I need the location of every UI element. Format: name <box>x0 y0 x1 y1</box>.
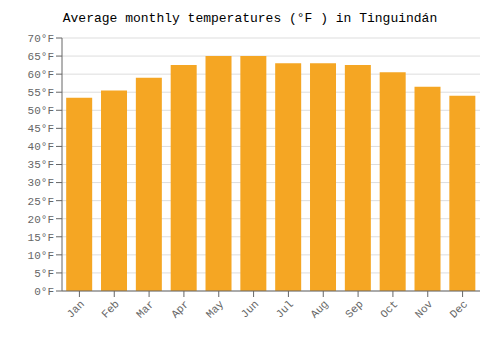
svg-text:Jul: Jul <box>274 298 296 320</box>
svg-text:10°F: 10°F <box>28 250 54 262</box>
svg-text:Jan: Jan <box>65 298 87 320</box>
svg-text:40°F: 40°F <box>28 141 54 153</box>
svg-text:0°F: 0°F <box>34 286 54 298</box>
svg-text:35°F: 35°F <box>28 159 54 171</box>
svg-text:15°F: 15°F <box>28 232 54 244</box>
svg-text:45°F: 45°F <box>28 123 54 135</box>
svg-text:Feb: Feb <box>99 298 121 320</box>
svg-text:May: May <box>204 298 227 321</box>
svg-text:Aug: Aug <box>308 298 330 320</box>
svg-text:20°F: 20°F <box>28 214 54 226</box>
svg-text:Sep: Sep <box>343 298 365 320</box>
svg-text:55°F: 55°F <box>28 87 54 99</box>
svg-text:5°F: 5°F <box>34 268 54 280</box>
svg-text:Oct: Oct <box>378 298 400 320</box>
html-text:Average monthly temperatures (: Average monthly temperatures (°F ) in Ti… <box>62 11 438 26</box>
svg-text:Jun: Jun <box>239 298 261 320</box>
svg-text:Nov: Nov <box>413 298 436 321</box>
svg-text:70°F: 70°F <box>28 33 54 45</box>
svg-text:Mar: Mar <box>134 298 156 320</box>
svg-text:30°F: 30°F <box>28 177 54 189</box>
svg-text:50°F: 50°F <box>28 105 54 117</box>
svg-text:60°F: 60°F <box>28 69 54 81</box>
svg-text:Dec: Dec <box>448 298 470 320</box>
svg-text:Apr: Apr <box>169 298 191 320</box>
svg-text:65°F: 65°F <box>28 51 54 63</box>
svg-text:25°F: 25°F <box>28 196 54 208</box>
